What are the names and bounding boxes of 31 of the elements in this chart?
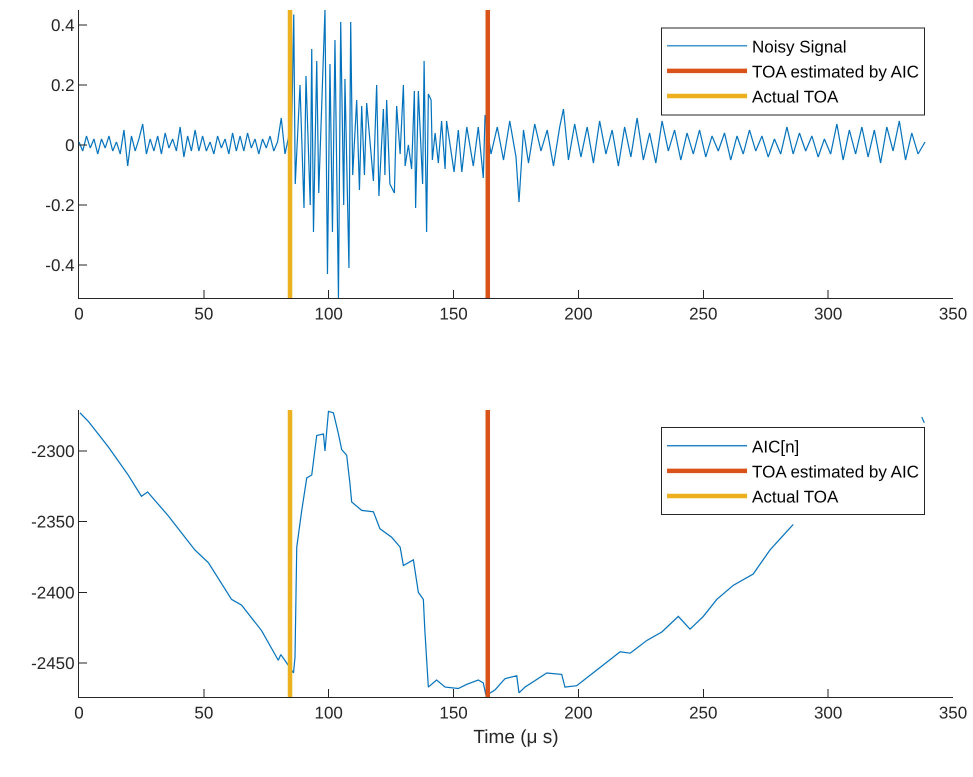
y-tick-label: 0.2 xyxy=(50,76,75,95)
y-tick-label: -2400 xyxy=(31,583,75,602)
legend-label: Actual TOA xyxy=(752,88,839,107)
y-tick-label: -2350 xyxy=(31,512,75,532)
x-tick-label: 300 xyxy=(814,304,842,324)
y-tick-label: -2300 xyxy=(31,442,75,461)
x-tick-label: 50 xyxy=(194,703,214,722)
x-tick-label: 100 xyxy=(314,703,343,722)
x-tick-label: 150 xyxy=(439,304,468,324)
x-tick-label: 350 xyxy=(938,703,968,722)
legend-label: Noisy Signal xyxy=(752,37,847,56)
legend-label: TOA estimated by AIC xyxy=(752,62,919,82)
x-tick-label: 350 xyxy=(938,304,968,324)
y-tick-label: 0 xyxy=(65,136,75,155)
line-series xyxy=(79,10,926,298)
legend-label: Actual TOA xyxy=(752,488,839,507)
y-tick-label: -2450 xyxy=(31,654,75,674)
x-tick-label: 50 xyxy=(194,304,214,324)
x-tick-label: 300 xyxy=(814,703,842,722)
legend-label: TOA estimated by AIC xyxy=(752,462,919,482)
y-tick-label: -0.2 xyxy=(45,196,75,215)
legend-label: AIC[n] xyxy=(752,437,800,456)
x-tick-label: 150 xyxy=(439,703,468,722)
x-tick-label: 200 xyxy=(564,703,593,722)
x-axis-title: Time (μ s) xyxy=(473,727,559,748)
x-tick-label: 250 xyxy=(689,703,718,722)
y-tick-label: 0.4 xyxy=(50,16,75,35)
y-tick-label: -0.4 xyxy=(45,256,75,275)
x-tick-label: 250 xyxy=(689,304,718,324)
x-tick-label: 100 xyxy=(314,304,343,324)
x-tick-label: 200 xyxy=(564,304,593,324)
